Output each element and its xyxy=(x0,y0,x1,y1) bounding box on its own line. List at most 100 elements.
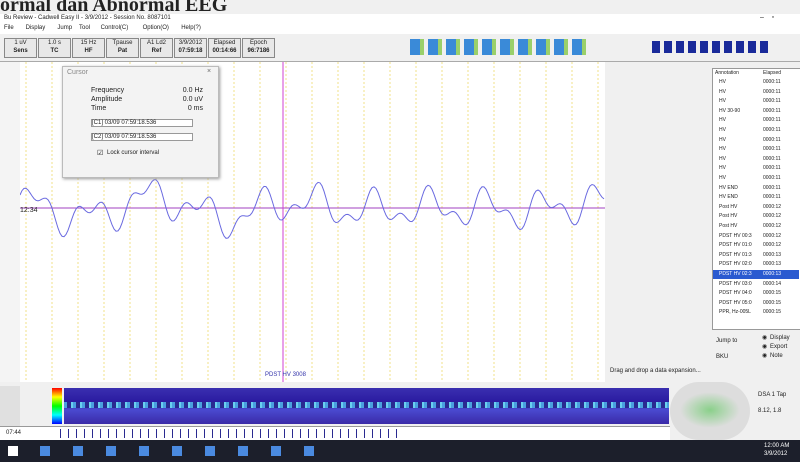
menu-item[interactable]: Option(O) xyxy=(143,25,169,31)
button-bottom: TC xyxy=(39,47,70,55)
row-name: HV xyxy=(719,175,726,181)
row-time: 0000:15 xyxy=(763,300,781,306)
taskbar: 12:00 AM 3/9/2012 xyxy=(0,440,800,462)
list-header: Annotation xyxy=(715,70,739,76)
row-name: HV 30-90 xyxy=(719,108,740,114)
c2-field[interactable]: [C2] 03/09 07:59:18.536 xyxy=(91,133,193,141)
option-label: Note xyxy=(770,353,783,359)
menu-item[interactable]: Tool xyxy=(79,25,90,31)
row-name: HV xyxy=(719,146,726,152)
row-name: HV xyxy=(719,156,726,162)
button-top: 1 uV xyxy=(5,39,36,47)
row-name: Post HV xyxy=(719,204,737,210)
menu-item[interactable]: Jump xyxy=(57,25,72,31)
menu-item[interactable]: File xyxy=(4,25,14,31)
row-name: HV xyxy=(719,117,726,123)
row-time: 0000:11 xyxy=(763,156,781,162)
list-row[interactable]: HV END 0000:11 xyxy=(713,184,799,193)
menu-item[interactable]: Help(?) xyxy=(181,25,201,31)
button-top: Tpause xyxy=(107,39,138,47)
c1-field[interactable]: [C1] 03/09 07:59:18.536 xyxy=(91,119,193,127)
list-row[interactable]: HV 0000:11 xyxy=(713,164,799,173)
color-scale xyxy=(52,388,62,424)
button-top: A1 Ld2 xyxy=(141,39,172,47)
button-bottom: Ref xyxy=(141,47,172,55)
start-button[interactable] xyxy=(8,446,18,456)
row-time: 0000:11 xyxy=(763,146,781,152)
row-name: PDST HV 00:3 xyxy=(719,233,752,239)
menu-item[interactable]: Display xyxy=(26,25,46,31)
time-field: 07:44 xyxy=(6,430,21,436)
list-row[interactable]: Post HV 0000:12 xyxy=(713,203,799,212)
dsa-value: 8.12, 1.8 xyxy=(758,408,781,414)
option-radio[interactable]: ◉ xyxy=(762,334,767,341)
control-label: BKU xyxy=(716,354,728,360)
button-bottom: 07:59:18 xyxy=(175,47,206,55)
row-time: 0000:12 xyxy=(763,204,781,210)
row-name: Post HV xyxy=(719,213,737,219)
button-bottom: 96:7186 xyxy=(243,47,274,55)
taskbar-icons[interactable] xyxy=(40,446,330,456)
row-name: PDST HV 04:0 xyxy=(719,290,752,296)
option-radio[interactable]: ◉ xyxy=(762,343,767,350)
button-bottom: 00:14:66 xyxy=(209,47,240,55)
button-top: Elapsed xyxy=(209,39,240,47)
option-label: Export xyxy=(770,344,787,350)
row-name: PDST HV 02:3 xyxy=(719,271,752,277)
row-name: HV END xyxy=(719,185,738,191)
row-name: HV END xyxy=(719,194,738,200)
list-row[interactable]: HV 0000:11 xyxy=(713,145,799,154)
row-time: 0000:11 xyxy=(763,165,781,171)
nav-buttons[interactable] xyxy=(652,41,772,53)
row-name: PDST HV 03:0 xyxy=(719,281,752,287)
window-controls[interactable]: – ▫ xyxy=(760,14,774,21)
option-radio[interactable]: ◉ xyxy=(762,352,767,359)
tool-icons[interactable] xyxy=(410,39,590,55)
window-title: Bu Review - Cadwell Easy II - 3/9/2012 -… xyxy=(4,15,171,21)
annotation-marker[interactable]: PDST HV 3008 xyxy=(265,372,306,378)
option-label: Display xyxy=(770,335,790,341)
menu-item[interactable]: Control(C) xyxy=(101,25,129,31)
lock-checkbox[interactable]: ☑ xyxy=(97,149,103,157)
row-label: Time xyxy=(91,105,106,112)
channel-label: 12:34 xyxy=(20,207,38,214)
timeline-ticks[interactable] xyxy=(60,429,400,438)
spectrogram-band xyxy=(64,402,669,408)
row-time: 0000:13 xyxy=(763,261,781,267)
clock-time: 12:00 AM xyxy=(764,443,789,449)
row-time: 0000:11 xyxy=(763,185,781,191)
close-button[interactable]: × xyxy=(207,68,211,75)
row-name: HV xyxy=(719,165,726,171)
list-row[interactable]: HV 0000:11 xyxy=(713,155,799,164)
lock-label: Lock cursor interval xyxy=(107,150,159,156)
row-name: HV xyxy=(719,98,726,104)
